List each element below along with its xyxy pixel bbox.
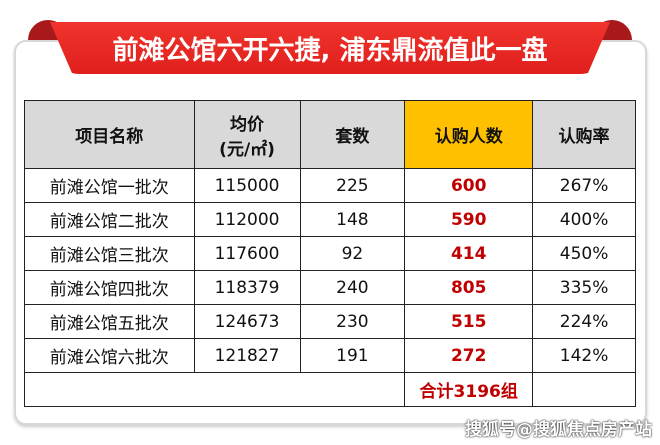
cell-price: 118379	[193, 270, 301, 305]
cell-name: 前滩公馆三批次	[24, 236, 195, 271]
total-row: 合计3196组	[23, 372, 636, 407]
table-row: 前滩公馆五批次 124673 230 515 224%	[24, 304, 636, 339]
total-blank	[23, 372, 406, 407]
table-row: 前滩公馆六批次 121827 191 272 142%	[24, 338, 636, 373]
cell-rate: 400%	[532, 202, 636, 237]
table-row: 前滩公馆三批次 117600 92 414 450%	[24, 236, 636, 271]
table-row: 前滩公馆四批次 118379 240 805 335%	[24, 270, 636, 305]
cell-rate: 450%	[532, 236, 636, 271]
cell-units: 225	[299, 168, 406, 203]
cell-units: 240	[299, 270, 406, 305]
header-name: 项目名称	[24, 100, 195, 169]
cell-name: 前滩公馆四批次	[24, 270, 195, 305]
table-row: 前滩公馆一批次 115000 225 600 267%	[24, 168, 636, 203]
header-rate: 认购率	[532, 100, 636, 169]
cell-subscribers: 272	[404, 338, 534, 373]
header-row: 项目名称 均价 (元/㎡) 套数 认购人数 认购率	[24, 100, 636, 169]
cell-subscribers: 600	[404, 168, 534, 203]
cell-name: 前滩公馆五批次	[24, 304, 195, 339]
cell-price: 112000	[193, 202, 301, 237]
cell-units: 230	[299, 304, 406, 339]
cell-price: 121827	[193, 338, 301, 373]
cell-name: 前滩公馆一批次	[24, 168, 195, 203]
cell-name: 前滩公馆六批次	[24, 338, 195, 373]
table-row: 前滩公馆二批次 112000 148 590 400%	[24, 202, 636, 237]
cell-rate: 142%	[532, 338, 636, 373]
header-subscribers: 认购人数	[404, 100, 534, 169]
cell-rate: 335%	[532, 270, 636, 305]
cell-units: 92	[299, 236, 406, 271]
cell-rate: 267%	[532, 168, 636, 203]
cell-subscribers: 515	[404, 304, 534, 339]
cell-rate: 224%	[532, 304, 636, 339]
header-price: 均价 (元/㎡)	[193, 100, 301, 169]
total-cell: 合计3196组	[404, 372, 534, 407]
watermark: 搜狐号@搜狐焦点房产站	[465, 420, 652, 440]
header-units: 套数	[299, 100, 406, 169]
header-price-unit: (元/㎡)	[219, 139, 275, 160]
cell-units: 191	[299, 338, 406, 373]
cell-subscribers: 805	[404, 270, 534, 305]
header-price-label: 均价	[230, 114, 265, 135]
title-banner: 前滩公馆六开六捷, 浦东鼎流值此一盘	[50, 22, 610, 74]
cell-price: 124673	[193, 304, 301, 339]
cell-price: 117600	[193, 236, 301, 271]
cell-name: 前滩公馆二批次	[24, 202, 195, 237]
cell-subscribers: 414	[404, 236, 534, 271]
sales-table: 项目名称 均价 (元/㎡) 套数 认购人数 认购率 前滩公馆一批次 115000 22…	[23, 100, 636, 407]
cell-price: 115000	[193, 168, 301, 203]
cell-subscribers: 590	[404, 202, 534, 237]
cell-units: 148	[299, 202, 406, 237]
total-blank-rate	[532, 372, 636, 407]
